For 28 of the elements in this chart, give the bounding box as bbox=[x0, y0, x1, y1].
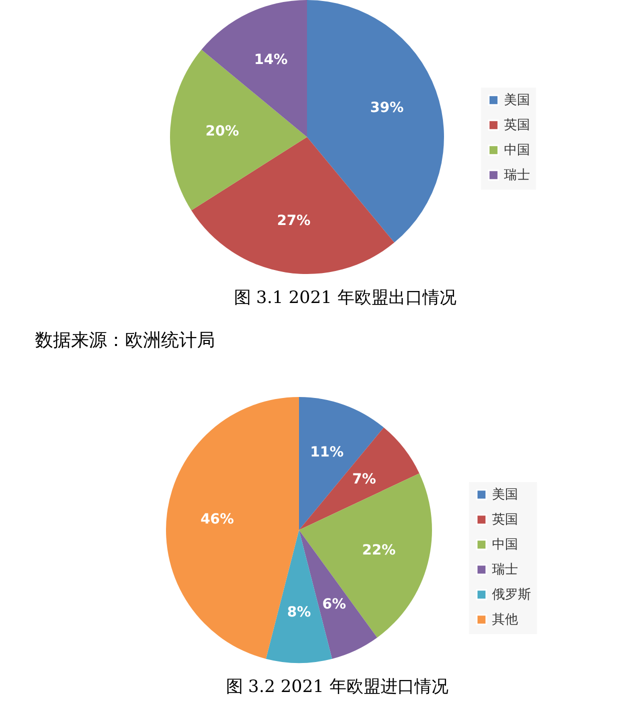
legend-label: 美国 bbox=[492, 486, 518, 503]
data-label: 6% bbox=[322, 596, 346, 613]
legend-label: 英国 bbox=[504, 118, 530, 134]
data-label: 22% bbox=[362, 542, 396, 559]
data-label: 46% bbox=[200, 512, 234, 528]
legend-label: 俄罗斯 bbox=[492, 588, 531, 603]
legend-label: 英国 bbox=[492, 512, 518, 528]
pie-slice bbox=[299, 428, 420, 530]
legend-label: 中国 bbox=[504, 143, 530, 158]
data-label: 7% bbox=[352, 471, 376, 488]
text: 图 3.1 2021 年欧盟出口情况 bbox=[234, 288, 456, 308]
data-label: 27% bbox=[276, 212, 310, 229]
source-note: 数据来源：欧洲统计局 bbox=[35, 329, 215, 352]
legend-label: 瑞士 bbox=[504, 168, 530, 184]
data-label: 39% bbox=[370, 100, 404, 116]
data-label: 11% bbox=[310, 444, 344, 460]
legend-label: 美国 bbox=[504, 92, 530, 108]
data-label: 20% bbox=[205, 124, 239, 140]
pie-slice bbox=[191, 137, 394, 274]
pie-slice bbox=[201, 0, 307, 137]
legend-label: 中国 bbox=[492, 538, 518, 553]
text: 图 3.2 2021 年欧盟进口情况 bbox=[226, 677, 448, 697]
legend-label: 其他 bbox=[492, 612, 518, 628]
pie-slice bbox=[170, 50, 307, 210]
legend-label: 瑞士 bbox=[492, 562, 518, 578]
data-label: 8% bbox=[287, 604, 311, 620]
data-label: 14% bbox=[254, 52, 288, 68]
pie-slice bbox=[299, 397, 384, 530]
